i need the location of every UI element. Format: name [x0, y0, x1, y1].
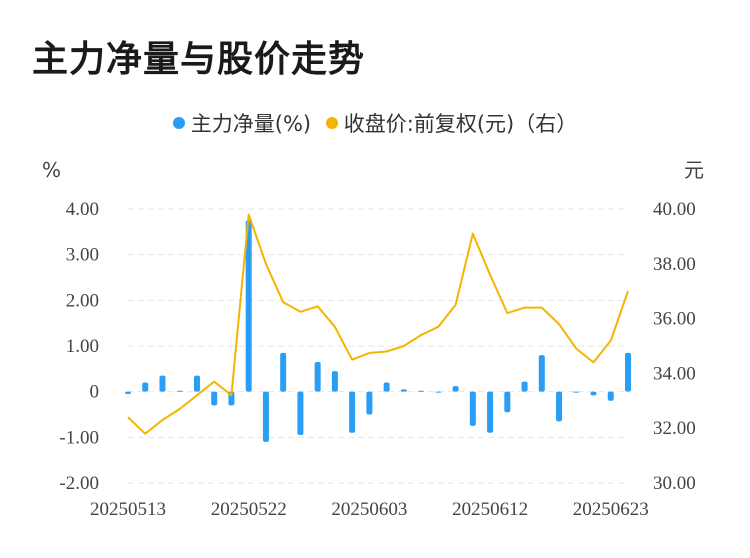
left-tick-label: 3.00	[66, 245, 99, 266]
legend-label-net-flow: 主力净量(%)	[190, 112, 312, 136]
legend: 主力净量(%) 收盘价:前复权(元)（右）	[0, 108, 750, 138]
bar-net-flow	[280, 352, 287, 392]
bar-net-flow	[176, 390, 183, 392]
line-series	[127, 213, 629, 435]
bar-net-flow	[435, 391, 442, 393]
bar-net-flow	[590, 391, 597, 396]
close-price-line	[127, 213, 629, 435]
right-axis-unit: 元	[684, 158, 704, 182]
left-tick-label: 4.00	[66, 199, 99, 220]
right-tick-label: 38.00	[653, 254, 696, 275]
right-tick-label: 30.00	[653, 473, 696, 494]
axis-labels: 4.00 3.00 2.00 1.00 0 -1.00 -2.00 40.00 38.00 36.…	[59, 199, 695, 520]
bar-net-flow	[625, 352, 631, 392]
bar-net-flow	[142, 382, 149, 392]
left-tick-label: 1.00	[66, 336, 99, 357]
bar-net-flow	[538, 355, 545, 392]
left-tick-label: 0	[90, 382, 100, 403]
bar-net-flow	[331, 371, 338, 392]
bar-net-flow	[314, 361, 321, 392]
bar-net-flow	[400, 389, 407, 392]
right-tick-label: 40.00	[653, 199, 696, 220]
legend-dot-net-flow	[172, 117, 185, 129]
bar-net-flow	[573, 391, 580, 393]
legend-label-close-price: 收盘价:前复权(元)（右）	[343, 112, 578, 136]
bar-net-flow	[607, 391, 614, 401]
bar-net-flow	[211, 391, 218, 406]
left-tick-label: -1.00	[59, 427, 99, 448]
bar-net-flow	[262, 391, 269, 442]
x-tick-label: 20250623	[573, 499, 649, 520]
x-tick-label: 20250612	[452, 499, 528, 520]
bar-net-flow	[556, 391, 563, 422]
bar-net-flow	[504, 391, 511, 413]
bar-net-flow	[193, 375, 200, 392]
x-tick-label: 20250522	[211, 499, 287, 520]
left-tick-label: -2.00	[59, 473, 99, 494]
bar-net-flow	[125, 391, 131, 394]
legend-dot-close-price	[325, 117, 338, 129]
right-tick-label: 32.00	[653, 418, 696, 439]
bar-net-flow	[418, 390, 425, 392]
bar-net-flow	[383, 382, 390, 392]
bar-net-flow	[349, 391, 356, 433]
legend-item-close-price[interactable]: 收盘价:前复权(元)（右）	[325, 108, 578, 138]
bar-net-flow	[159, 375, 166, 392]
bar-net-flow	[452, 386, 459, 392]
bar-net-flow	[469, 391, 476, 426]
left-tick-label: 2.00	[66, 290, 99, 311]
right-tick-label: 36.00	[653, 309, 696, 330]
x-tick-label: 20250513	[90, 499, 166, 520]
bar-series	[125, 220, 631, 442]
chart-title: 主力净量与股价走势	[32, 39, 366, 80]
legend-item-net-flow[interactable]: 主力净量(%)	[172, 108, 312, 138]
bar-net-flow	[366, 391, 373, 415]
right-tick-label: 34.00	[653, 363, 696, 384]
bar-net-flow	[487, 391, 494, 433]
bar-net-flow	[297, 391, 304, 436]
left-axis-unit: %	[42, 158, 61, 182]
bar-net-flow	[245, 220, 252, 392]
gridlines	[128, 208, 628, 484]
bar-net-flow	[521, 381, 528, 392]
x-tick-label: 20250603	[331, 499, 407, 520]
